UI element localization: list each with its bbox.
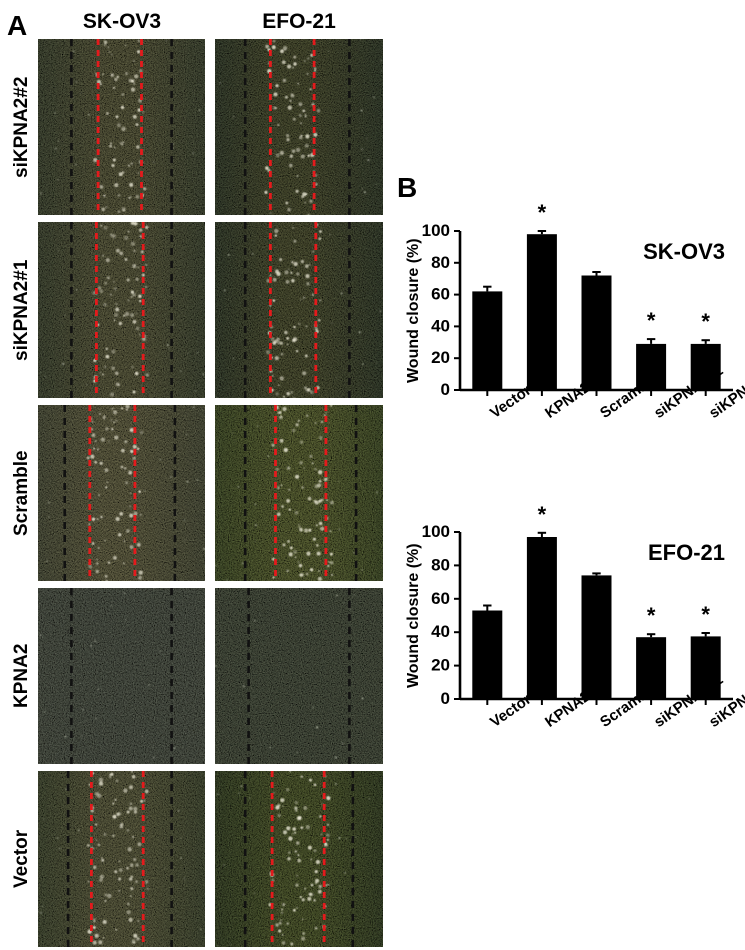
svg-text:*: * (538, 200, 547, 225)
svg-text:100: 100 (422, 522, 450, 541)
svg-text:SK-OV3: SK-OV3 (643, 239, 725, 264)
svg-text:0: 0 (441, 689, 450, 708)
svg-text:40: 40 (431, 622, 450, 641)
svg-text:60: 60 (431, 285, 450, 304)
svg-text:*: * (647, 308, 656, 333)
svg-text:100: 100 (422, 221, 450, 240)
svg-text:EFO-21: EFO-21 (648, 540, 725, 565)
svg-text:80: 80 (431, 555, 450, 574)
svg-text:40: 40 (431, 316, 450, 335)
svg-text:80: 80 (431, 253, 450, 272)
svg-text:0: 0 (441, 380, 450, 399)
svg-text:20: 20 (431, 348, 450, 367)
svg-text:*: * (538, 502, 547, 527)
svg-text:*: * (701, 309, 710, 334)
svg-text:20: 20 (431, 656, 450, 675)
svg-text:*: * (647, 603, 656, 628)
svg-text:60: 60 (431, 589, 450, 608)
svg-text:*: * (701, 602, 710, 627)
